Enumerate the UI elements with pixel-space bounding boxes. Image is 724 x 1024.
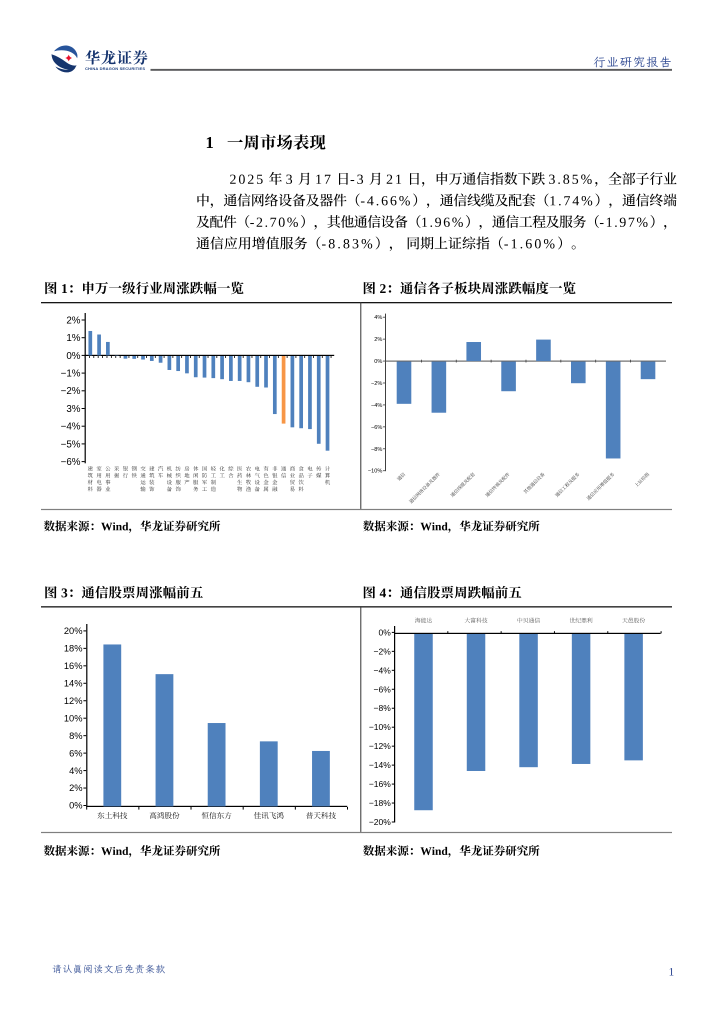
svg-text:0%: 0% (69, 801, 82, 811)
svg-text:−4%: −4% (374, 665, 392, 675)
svg-text:−18%: −18% (369, 798, 391, 808)
svg-text:−4%: −4% (371, 403, 382, 409)
svg-text:−2%: −2% (374, 646, 392, 656)
svg-text:2%: 2% (69, 783, 82, 793)
svg-text:0%: 0% (379, 627, 392, 637)
svg-text:4%: 4% (69, 766, 82, 776)
svg-text:−4%: −4% (61, 422, 81, 433)
svg-text:−8%: −8% (374, 703, 392, 713)
svg-text:−10%: −10% (368, 469, 382, 475)
svg-text:20%: 20% (64, 626, 83, 636)
svg-text:1%: 1% (66, 333, 80, 344)
svg-text:−6%: −6% (61, 457, 81, 468)
svg-text:−20%: −20% (369, 817, 391, 827)
svg-text:−2%: −2% (371, 381, 382, 387)
svg-text:12%: 12% (64, 696, 83, 706)
svg-text:4%: 4% (374, 315, 382, 321)
svg-text:2%: 2% (374, 337, 382, 343)
svg-text:−6%: −6% (374, 684, 392, 694)
svg-text:−5%: −5% (61, 439, 81, 450)
svg-text:3%: 3% (66, 404, 80, 415)
svg-text:6%: 6% (69, 748, 82, 758)
svg-text:−12%: −12% (369, 741, 391, 751)
svg-text:1: 1 (669, 967, 675, 979)
svg-text:−14%: −14% (369, 760, 391, 770)
svg-text:14%: 14% (64, 678, 83, 688)
svg-text:−8%: −8% (371, 447, 382, 453)
svg-text:−1%: −1% (61, 369, 81, 380)
svg-text:−16%: −16% (369, 779, 391, 789)
svg-text:CHINA DRAGON SECURITIES: CHINA DRAGON SECURITIES (85, 66, 145, 71)
svg-text:−10%: −10% (369, 722, 391, 732)
svg-text:0%: 0% (374, 359, 382, 365)
svg-text:0%: 0% (66, 351, 80, 362)
svg-text:−2%: −2% (61, 386, 81, 397)
svg-text:18%: 18% (64, 644, 83, 654)
svg-text:16%: 16% (64, 661, 83, 671)
svg-text:2%: 2% (66, 315, 80, 326)
svg-text:−6%: −6% (371, 425, 382, 431)
svg-text:10%: 10% (64, 713, 83, 723)
svg-text:8%: 8% (69, 731, 82, 741)
svg-text:1: 1 (206, 133, 214, 152)
